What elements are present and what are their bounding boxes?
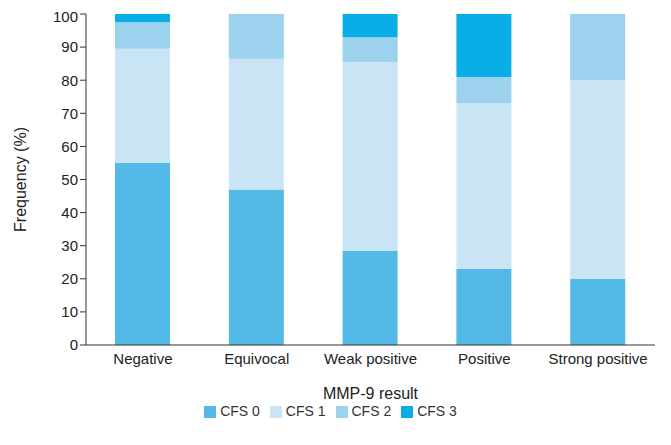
svg-text:100: 100 <box>53 8 78 25</box>
svg-text:Positive: Positive <box>458 350 511 367</box>
svg-text:10: 10 <box>61 303 78 320</box>
html-text:CFS 1: CFS 1 <box>285 403 326 419</box>
svg-text:60: 60 <box>61 138 78 155</box>
html-text:CFS 2: CFS 2 <box>351 403 392 419</box>
svg-text:0: 0 <box>70 336 78 353</box>
svg-text:Frequency (%): Frequency (%) <box>12 127 29 232</box>
svg-text:40: 40 <box>61 204 78 221</box>
html-text:CFS 0: CFS 0 <box>220 403 260 419</box>
svg-text:Strong positive: Strong positive <box>548 350 647 367</box>
svg-text:30: 30 <box>61 237 78 254</box>
svg-text:Equivocal: Equivocal <box>224 350 289 367</box>
svg-text:MMP-9 result: MMP-9 result <box>323 385 419 402</box>
svg-text:Weak positive: Weak positive <box>324 350 417 367</box>
svg-text:90: 90 <box>61 38 78 55</box>
svg-text:Negative: Negative <box>113 350 172 367</box>
svg-text:70: 70 <box>61 105 78 122</box>
html-text:CFS 3: CFS 3 <box>417 403 457 419</box>
svg-text:50: 50 <box>61 171 78 188</box>
svg-text:20: 20 <box>61 270 78 287</box>
svg-text:80: 80 <box>61 72 78 89</box>
